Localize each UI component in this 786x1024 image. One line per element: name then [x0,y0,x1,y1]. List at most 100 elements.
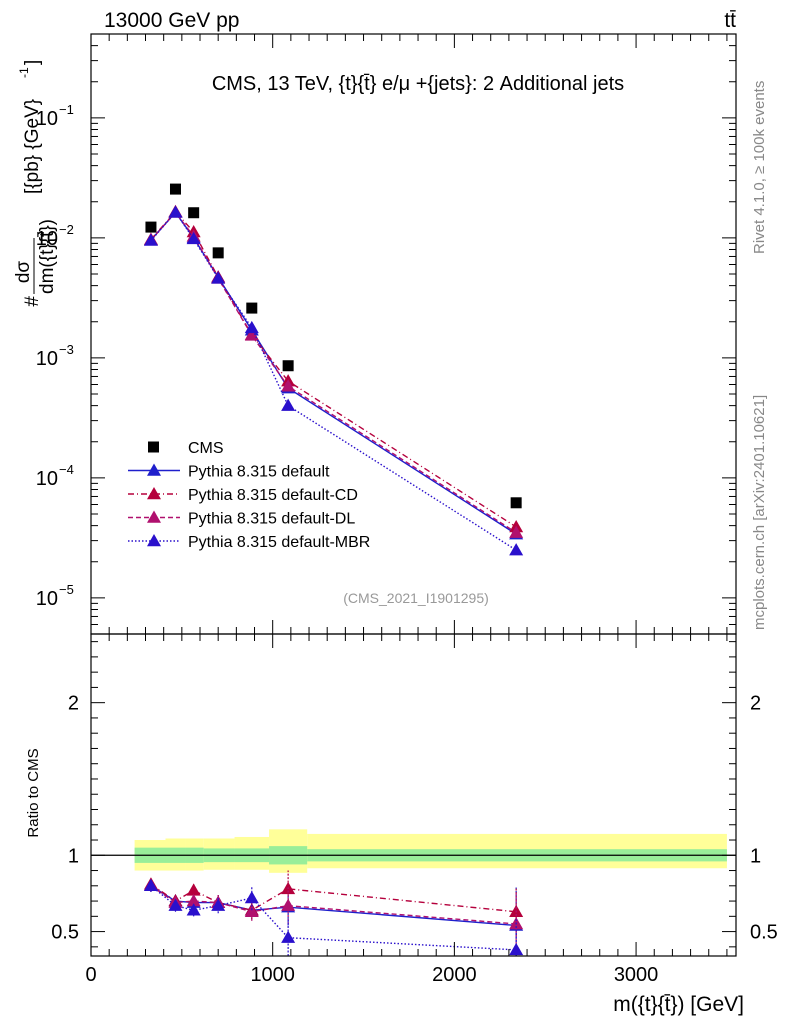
ratio-point [244,891,259,904]
main-ytick-exponent: −4 [59,462,74,477]
main-ytick-exponent: −1 [59,102,74,117]
legend-entry-default: Pythia 8.315 default [128,463,330,481]
legend-entry-dl: Pythia 8.315 default-DL [128,510,355,528]
legend-label: Pythia 8.315 default-CD [188,487,358,504]
chart-title: CMS, 13 TeV, {t}{t̄} e/μ +{jets}: 2 Addi… [212,73,624,95]
ratio-series [143,870,524,956]
series-point [244,328,259,341]
ratio-ytick-label-right: 1 [750,845,761,867]
ratio-ticks [90,634,736,956]
main-ytick-label: 10 [36,228,58,250]
ratio-point [186,883,201,896]
ratio-point [281,930,296,943]
ratio-line [150,885,517,951]
main-ytick-label: 10 [36,348,58,370]
series-line [150,211,517,534]
series-mbr [143,205,524,556]
energy-label: 13000 GeV pp [104,9,239,32]
ratio-point [509,942,524,956]
main-series [143,183,524,556]
ylabel-suffix: [{pb} {GeV} [22,99,43,194]
series-point [281,398,296,411]
ylabel-denominator: dm({t}{t̄}) [37,219,58,294]
xtick-label: 3000 [614,964,659,986]
series-point [244,320,259,334]
main-ytick-exponent: −3 [59,342,74,357]
ratio-point [168,898,183,911]
legend-entry-data: CMS [148,440,224,457]
series-data [145,183,522,509]
ratio-series-mbr [143,878,524,956]
analysis-id: (CMS_2021_I1901295) [343,590,489,606]
legend-label: Pythia 8.315 default-MBR [188,534,370,551]
data-point [145,221,157,233]
ratio-ytick-label: 2 [68,693,79,715]
legend-marker [147,463,161,476]
main-ytick-labels: 10−510−410−310−210−1 [36,102,74,610]
ratio-point [186,894,201,907]
rivet-label: Rivet 4.1.0, ≥ 100k events [751,81,768,254]
legend-entry-cd: Pythia 8.315 default-CD [128,487,358,504]
series-point [509,543,524,556]
ratio-point [281,898,296,911]
data-point [246,302,258,314]
ratio-ytick-label: 1 [68,845,79,867]
series-point [143,233,158,246]
ratio-point [244,904,259,917]
series-cd [143,204,524,533]
data-point [212,247,224,259]
legend: CMS Pythia 8.315 default Pythia 8.315 defa… [128,440,370,551]
main-ytick-label: 10 [36,108,58,130]
xtick-label: 1000 [250,964,295,986]
ratio-point [211,898,226,911]
ratio-ytick-label-right: 0.5 [750,922,778,944]
x-axis-label: m({t}{t̄}) [GeV] [613,993,744,1016]
series-point [186,231,201,245]
series-point [509,525,524,538]
mcplots-label: mcplots.cern.ch [arXiv:2401.10621] [751,395,768,630]
legend-label: CMS [188,440,224,457]
ratio-ytick-label: 0.5 [51,922,79,944]
data-point [169,183,181,195]
xtick-label: 2000 [432,964,477,986]
ratio-ytick-labels: 0.5 0.5 1 1 2 2 [51,693,778,944]
legend-marker [148,441,159,453]
main-ytick-exponent: −5 [59,582,74,597]
process-label: tt̄ [724,9,736,32]
ratio-point [143,878,158,892]
ratio-line [150,885,517,925]
main-ytick-label: 10 [36,468,58,490]
legend-marker [147,510,161,523]
ratio-series-default [143,878,524,956]
main-ticks [90,33,736,634]
ratio-panel: 0.5 0.5 1 1 2 2 0 1000 2000 3000 Ratio to CMS m(… [25,633,778,1016]
main-ytick-exponent: −2 [59,222,74,237]
series-point [211,271,226,284]
legend-entry-mbr: Pythia 8.315 default-MBR [128,534,370,551]
legend-marker [147,487,161,500]
ratio-series-dl [143,878,524,955]
ratio-line [150,883,517,913]
series-line [150,211,517,535]
ratio-xtick-labels: 0 1000 2000 3000 [85,964,658,986]
data-point [510,497,522,509]
ratio-bands [134,829,727,873]
legend-marker [147,534,161,547]
ylabel-exponent: -1 [17,67,31,78]
ratio-ytick-label-right: 2 [750,693,761,715]
ratio-frame [90,633,737,957]
legend-label: Pythia 8.315 default-DL [188,511,355,528]
xtick-label: 0 [85,964,96,986]
data-point [188,207,200,219]
ylabel-close: ] [22,60,43,65]
legend-label: Pythia 8.315 default [188,464,330,481]
series-point [168,205,183,218]
ratio-ylabel: Ratio to CMS [25,748,42,837]
ylabel-numerator: dσ [13,261,34,284]
ylabel-prefix: # [22,296,43,307]
data-point [282,360,294,372]
main-ytick-label: 10 [36,588,58,610]
main-ylabel: # dσ dm({t}{t̄}) [{pb} {GeV} -1 ] [13,60,58,307]
ratio-point [186,903,201,916]
